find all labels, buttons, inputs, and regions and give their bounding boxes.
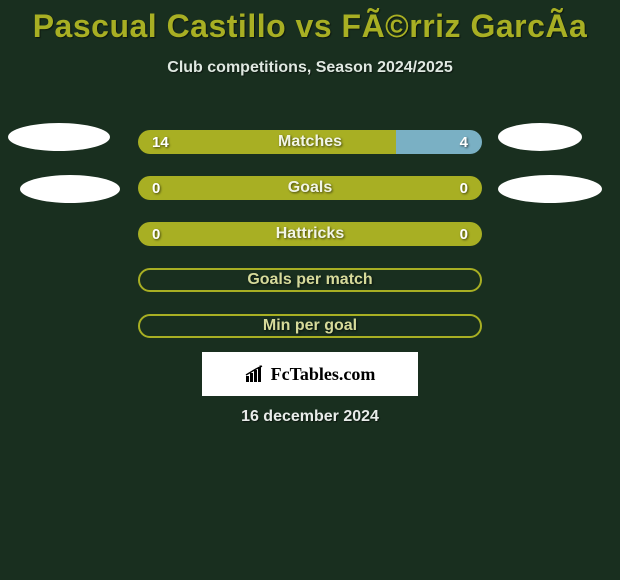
logo: FcTables.com: [245, 364, 376, 385]
placeholder-ellipse: [20, 175, 120, 203]
stat-outline: Min per goal: [138, 314, 482, 338]
page-title: Pascual Castillo vs FÃ©rriz GarcÃ­a: [0, 0, 620, 45]
stat-right-value: 0: [460, 176, 482, 200]
logo-box: FcTables.com: [202, 352, 418, 396]
page-subtitle: Club competitions, Season 2024/2025: [0, 59, 620, 77]
stat-left-value: 0: [138, 176, 482, 200]
date-line: 16 december 2024: [0, 408, 620, 426]
stat-row: Goals per match: [0, 260, 620, 306]
stat-left-value: 14: [138, 130, 396, 154]
placeholder-ellipse: [498, 123, 582, 151]
stat-bar: 000: [138, 176, 482, 200]
stat-outline: Goals per match: [138, 268, 482, 292]
stat-right-value: 4: [396, 130, 482, 154]
stat-bar: 144: [138, 130, 482, 154]
stat-rows: 144Matches000Goals000HattricksGoals per …: [0, 122, 620, 352]
placeholder-ellipse: [8, 123, 110, 151]
stat-left-value: 0: [138, 222, 482, 246]
stat-right-value: 0: [460, 222, 482, 246]
bar-chart-icon: [245, 365, 267, 383]
comparison-infographic: Pascual Castillo vs FÃ©rriz GarcÃ­a Club…: [0, 0, 620, 580]
stat-row: Min per goal: [0, 306, 620, 352]
placeholder-ellipse: [498, 175, 602, 203]
logo-text: FcTables.com: [271, 364, 376, 385]
stat-row: 000Hattricks: [0, 214, 620, 260]
stat-bar: 000: [138, 222, 482, 246]
